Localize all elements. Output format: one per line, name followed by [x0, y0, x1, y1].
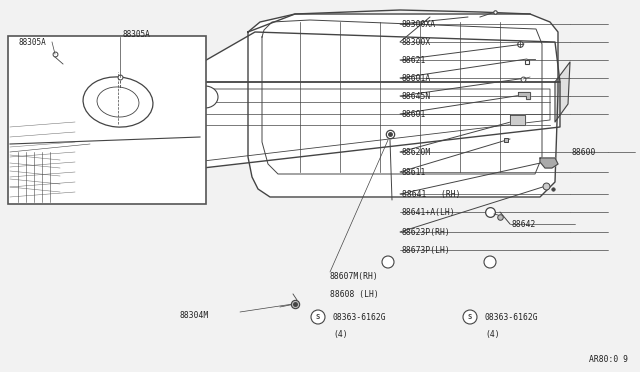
Text: 88623P(RH): 88623P(RH) [402, 228, 451, 237]
Polygon shape [555, 62, 570, 122]
Polygon shape [262, 20, 542, 174]
Ellipse shape [382, 256, 394, 268]
Text: 88673P(LH): 88673P(LH) [402, 246, 451, 254]
Polygon shape [540, 158, 558, 168]
Polygon shape [510, 115, 525, 125]
Ellipse shape [463, 310, 477, 324]
Text: 88601: 88601 [402, 109, 426, 119]
Text: 88320: 88320 [28, 87, 52, 96]
Bar [8, 36, 206, 204]
Text: 08363-6162G: 08363-6162G [485, 312, 539, 321]
Text: AR80:0 9: AR80:0 9 [589, 356, 628, 365]
Text: 88305M: 88305M [58, 115, 87, 124]
Text: S: S [386, 259, 390, 265]
Text: 88305A: 88305A [122, 29, 150, 38]
Text: 88901: 88901 [38, 140, 62, 148]
Ellipse shape [83, 77, 153, 127]
Text: S: S [488, 259, 492, 265]
Polygon shape [168, 32, 560, 82]
Text: 88620M: 88620M [402, 148, 431, 157]
Ellipse shape [97, 87, 139, 117]
Text: 08363-6162G: 08363-6162G [333, 312, 387, 321]
Text: 88600: 88600 [572, 148, 596, 157]
Text: 88611: 88611 [402, 167, 426, 176]
Text: 88300XA: 88300XA [402, 19, 436, 29]
Polygon shape [168, 82, 560, 172]
Text: 88304M: 88304M [180, 311, 209, 321]
Text: (4): (4) [485, 330, 500, 339]
Polygon shape [518, 92, 530, 99]
Text: 88642: 88642 [512, 219, 536, 228]
Text: S: S [468, 314, 472, 320]
Text: 88601A: 88601A [402, 74, 431, 83]
Ellipse shape [311, 310, 325, 324]
Text: 88305A: 88305A [18, 38, 45, 46]
Text: 88300: 88300 [8, 115, 33, 124]
Text: 88608 (LH): 88608 (LH) [330, 289, 379, 298]
Text: S: S [316, 314, 320, 320]
Text: 88300X: 88300X [402, 38, 431, 46]
Text: (4): (4) [333, 330, 348, 339]
Text: 88621: 88621 [402, 55, 426, 64]
Ellipse shape [192, 86, 218, 108]
Text: 88641+A(LH): 88641+A(LH) [402, 208, 456, 217]
Text: 88645N: 88645N [402, 92, 431, 100]
Ellipse shape [484, 256, 496, 268]
Text: 88607M(RH): 88607M(RH) [330, 273, 379, 282]
Text: 88320: 88320 [28, 87, 52, 96]
Text: 88641   (RH): 88641 (RH) [402, 189, 461, 199]
Polygon shape [248, 14, 558, 197]
